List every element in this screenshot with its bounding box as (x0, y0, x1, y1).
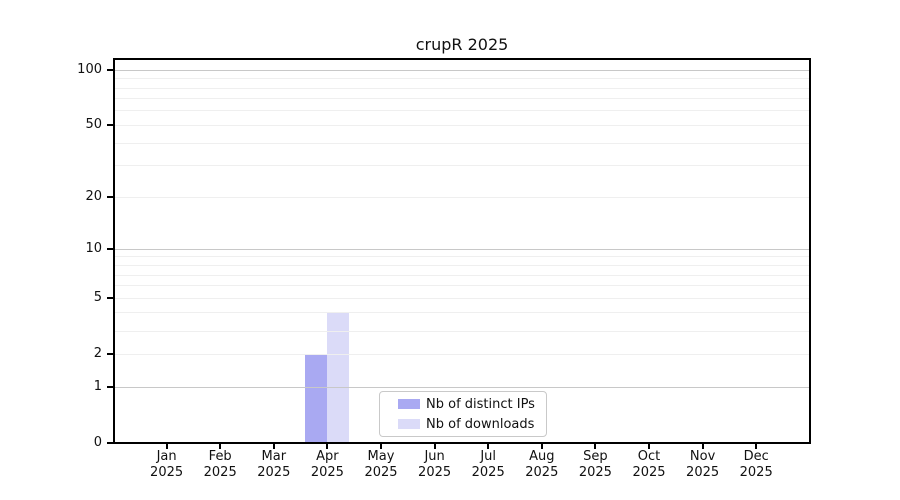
y-tick-label: 0 (93, 435, 102, 450)
minor-gridline (115, 256, 809, 258)
legend-row-downloads: Nb of downloads (398, 416, 538, 432)
y-tick-mark (107, 442, 113, 444)
x-tick-label-may: May 2025 (364, 449, 398, 480)
y-tick-label: 5 (93, 290, 102, 306)
minor-gridline (115, 87, 809, 89)
y-tick-mark (107, 196, 113, 199)
y-tick-label: 20 (85, 189, 102, 205)
minor-gridline (115, 297, 809, 299)
minor-gridline (115, 265, 809, 266)
x-tick-mark (540, 444, 543, 449)
x-tick-mark (433, 444, 436, 449)
y-tick-label: 50 (85, 117, 102, 133)
minor-gridline (115, 78, 809, 80)
x-tick-label-aug: Aug 2025 (525, 449, 559, 480)
major-gridline (115, 248, 809, 250)
x-tick-mark (594, 444, 597, 449)
chart-title: crupR 2025 (415, 35, 509, 54)
x-tick-label-oct: Oct 2025 (632, 449, 666, 480)
minor-gridline (115, 110, 809, 112)
x-tick-label-sep: Sep 2025 (578, 449, 612, 480)
y-tick-mark (107, 124, 113, 127)
x-tick-label-jun: Jun 2025 (418, 449, 452, 480)
minor-gridline (115, 98, 809, 100)
legend-row-distinct-ips: Nb of distinct IPs (398, 396, 538, 412)
legend-swatch-downloads (398, 419, 420, 429)
minor-gridline (115, 312, 809, 314)
minor-gridline (115, 196, 809, 198)
legend-label-distinct-ips: Nb of distinct IPs (426, 396, 535, 412)
legend-swatch-distinct-ips (398, 399, 420, 409)
x-tick-label-jan: Jan 2025 (150, 449, 184, 480)
y-tick-label: 100 (77, 62, 102, 78)
y-tick-mark (107, 297, 113, 300)
x-tick-label-jul: Jul 2025 (471, 449, 505, 480)
legend-label-downloads: Nb of downloads (426, 416, 535, 432)
y-tick-mark (107, 69, 113, 72)
x-tick-label-apr: Apr 2025 (310, 449, 344, 480)
minor-gridline (115, 124, 809, 126)
y-tick-mark (107, 248, 113, 251)
x-tick-mark (380, 444, 382, 449)
x-tick-mark (272, 444, 275, 449)
bar-distinct-ips-apr (305, 354, 328, 442)
x-tick-label-dec: Dec 2025 (739, 449, 773, 480)
x-tick-label-mar: Mar 2025 (257, 449, 291, 480)
minor-gridline (115, 353, 809, 355)
x-tick-mark (487, 444, 490, 449)
y-tick-label: 10 (85, 241, 102, 257)
y-tick-mark (107, 386, 113, 388)
x-tick-label-nov: Nov 2025 (686, 449, 720, 480)
minor-gridline (115, 165, 809, 167)
y-tick-mark (107, 353, 113, 356)
x-tick-mark (701, 444, 704, 449)
x-tick-label-feb: Feb 2025 (203, 449, 237, 480)
y-tick-label: 1 (93, 379, 102, 394)
x-tick-mark (755, 444, 758, 449)
minor-gridline (115, 330, 809, 332)
major-gridline (115, 69, 809, 71)
x-tick-mark (326, 444, 329, 449)
x-tick-mark (219, 444, 222, 449)
minor-gridline (115, 285, 809, 287)
plot-area (113, 58, 811, 444)
major-gridline (115, 386, 809, 388)
x-tick-mark (165, 444, 168, 449)
minor-gridline (115, 142, 809, 144)
x-tick-mark (648, 444, 650, 449)
legend: Nb of distinct IPs Nb of downloads (379, 391, 547, 437)
bar-downloads-apr (327, 312, 350, 442)
y-tick-label: 2 (93, 346, 102, 362)
minor-gridline (115, 274, 809, 276)
